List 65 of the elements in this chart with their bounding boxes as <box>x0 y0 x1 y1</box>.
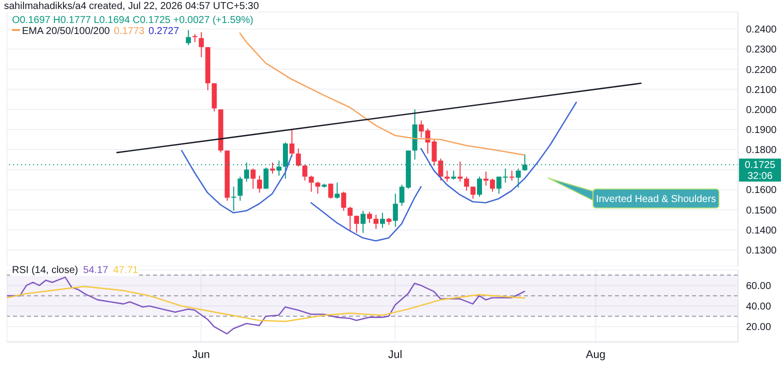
line-series <box>181 150 292 214</box>
line-series <box>7 276 526 334</box>
candlestick <box>186 30 191 46</box>
candlestick <box>444 170 450 182</box>
y-tick-label: 20.00 <box>746 322 772 334</box>
candlestick <box>392 193 398 228</box>
line-series <box>310 186 422 242</box>
line-series <box>420 102 577 204</box>
y-tick-label: 0.2300 <box>746 44 778 56</box>
candlestick <box>354 215 360 234</box>
y-tick-label: 0.1500 <box>746 205 778 216</box>
candlestick <box>308 175 314 192</box>
y-tick-label: 0.2000 <box>746 104 778 116</box>
y-tick-label: 0.1300 <box>746 245 778 256</box>
annotation: 47.71 <box>108 265 138 276</box>
candlestick <box>470 186 476 200</box>
candlestick <box>238 176 243 202</box>
candlestick <box>374 214 378 230</box>
candlestick <box>289 128 294 158</box>
y-tick-label: 60.00 <box>746 280 772 292</box>
candlestick <box>302 164 308 182</box>
candlestick <box>264 167 269 190</box>
candlestick <box>380 212 385 228</box>
candlestick <box>328 183 334 200</box>
candlestick <box>334 182 340 200</box>
candlestick <box>270 162 275 174</box>
legend-label: EMA 20/50/100/200 <box>22 26 110 37</box>
annotation: sahilmahadikks/a4 created, Jul 22, 2026 04:57 UTC+5:30 <box>4 1 259 12</box>
candlestick <box>341 191 346 212</box>
candlestick <box>257 175 262 194</box>
candlestick <box>509 170 514 182</box>
x-tick-label: Aug <box>586 348 606 361</box>
candlestick <box>315 181 320 194</box>
y-tick-label: 0.1800 <box>746 145 778 156</box>
candlestick <box>464 176 470 192</box>
x-tick-label: Jul <box>388 348 402 361</box>
candlestick <box>516 168 521 188</box>
candlestick <box>296 148 301 168</box>
candlestick <box>458 161 463 182</box>
y-tick-label: 0.2100 <box>746 84 778 96</box>
candlestick <box>451 170 456 180</box>
ref-line-label: 0.1725 <box>744 160 776 172</box>
candlestick <box>477 176 482 198</box>
line-series <box>239 32 526 156</box>
candlestick <box>367 211 372 224</box>
y-tick-label: 0.1400 <box>746 225 778 236</box>
y-tick-label: 0.2200 <box>746 64 778 76</box>
y-tick-label: 0.1900 <box>746 125 778 136</box>
candlestick <box>198 32 204 58</box>
annotation: O0.1697 H0.1777 L0.1694 C0.1725 +0.0027 (+1.59%) <box>12 15 254 26</box>
y-tick-label: 0.2400 <box>746 24 778 36</box>
annotation: Inverted Head & Shoulders <box>596 194 716 205</box>
candlestick <box>348 206 353 232</box>
annotation: 54.17 <box>78 265 108 276</box>
line-series <box>7 286 526 322</box>
y-tick-label: 40.00 <box>746 302 772 313</box>
text: 32:06 <box>747 171 773 182</box>
chart-title: RSI (14, close) <box>12 265 78 276</box>
annotation: 0.2727 <box>144 26 180 37</box>
x-tick-label: Jun <box>192 348 210 361</box>
y-tick-label: 0.1600 <box>746 185 778 196</box>
candlestick <box>360 210 366 234</box>
candlestick <box>250 168 256 190</box>
candlestick <box>231 186 236 212</box>
annotation: 0.1773 <box>114 26 144 37</box>
